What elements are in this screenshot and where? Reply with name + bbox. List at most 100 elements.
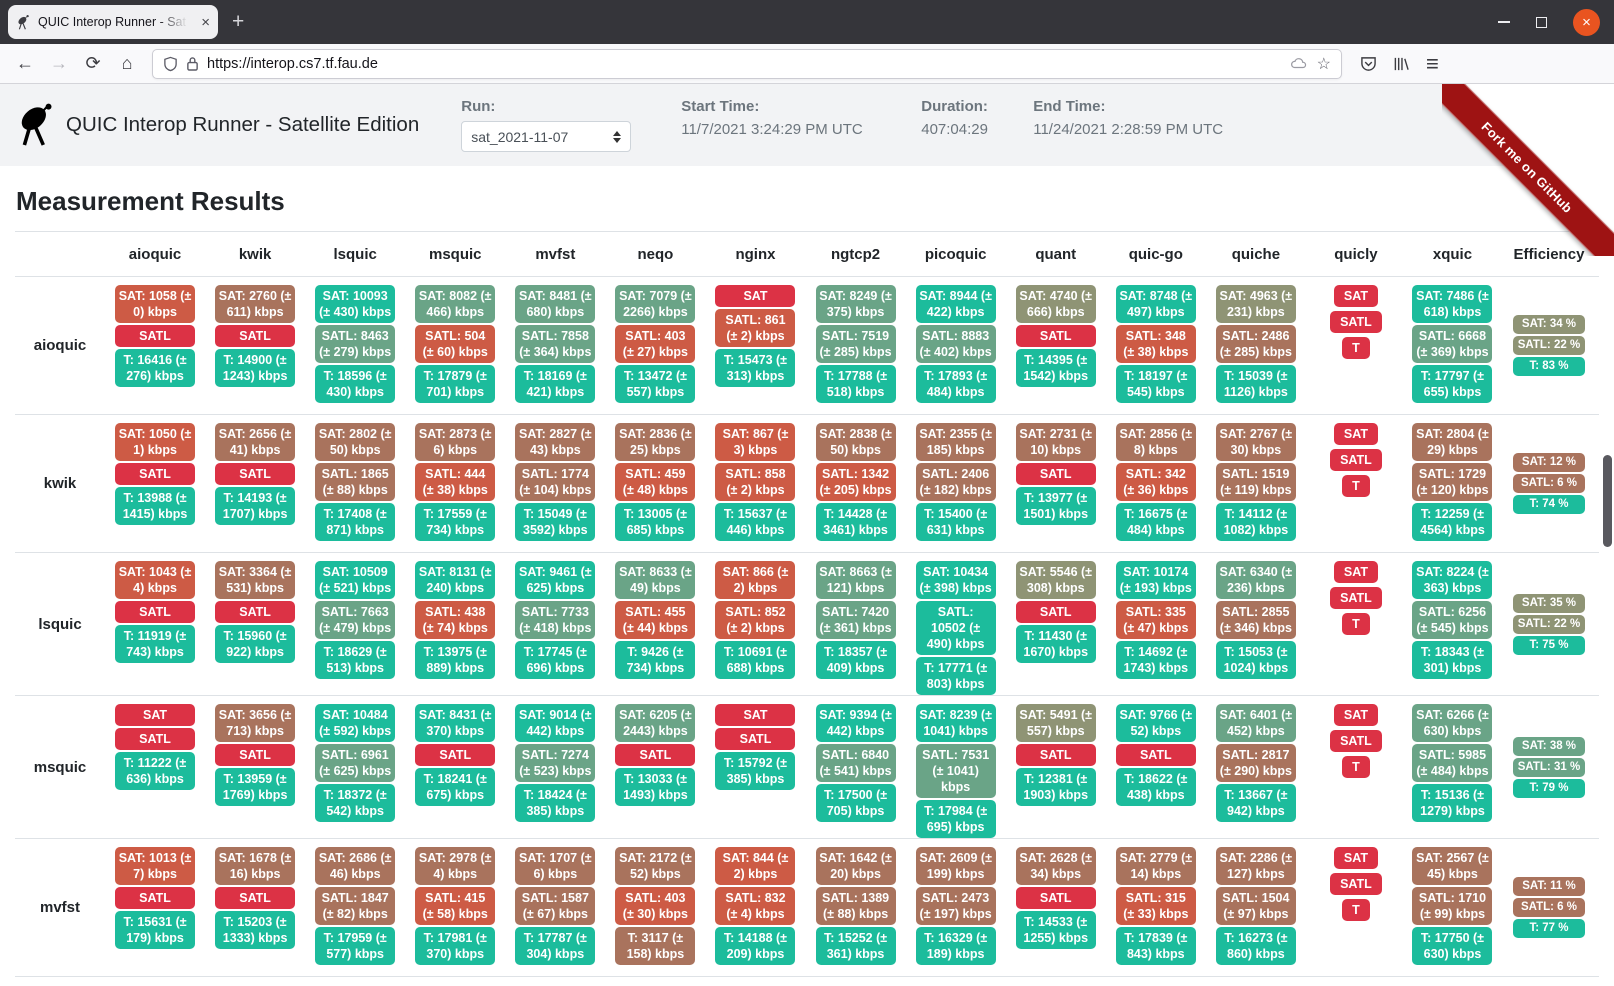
satl-badge[interactable]: SATL: 315 (± 33) kbps <box>1116 887 1196 925</box>
sat-badge[interactable]: SAT: 8224 (± 363) kbps <box>1412 561 1492 599</box>
satl-badge[interactable]: SATL: 342 (± 36) kbps <box>1116 463 1196 501</box>
sat-badge[interactable]: SAT: 9766 (± 52) kbps <box>1116 704 1196 742</box>
t-badge[interactable]: T: 15039 (± 1126) kbps <box>1216 365 1296 403</box>
t-badge[interactable]: T: 17771 (± 803) kbps <box>916 657 996 695</box>
t-badge[interactable]: T: 14900 (± 1243) kbps <box>215 349 295 387</box>
shield-icon[interactable] <box>163 56 178 72</box>
satl-badge[interactable]: SATL: 22 % <box>1513 336 1585 355</box>
sat-badge[interactable]: SAT: 9014 (± 442) kbps <box>515 704 595 742</box>
satl-badge[interactable]: SATL: 858 (± 2) kbps <box>715 463 795 501</box>
sat-badge[interactable]: SAT: 2609 (± 199) kbps <box>916 847 996 885</box>
satl-badge[interactable]: SATL: 7420 (± 361) kbps <box>816 601 896 639</box>
satl-badge[interactable]: SATL <box>215 887 295 909</box>
satl-badge[interactable]: SATL: 348 (± 38) kbps <box>1116 325 1196 363</box>
sat-badge[interactable]: SAT: 2838 (± 50) kbps <box>816 423 896 461</box>
satl-badge[interactable]: SATL: 5985 (± 484) kbps <box>1412 744 1492 782</box>
t-badge[interactable]: T: 15203 (± 1333) kbps <box>215 911 295 949</box>
satl-badge[interactable]: SATL: 2855 (± 346) kbps <box>1216 601 1296 639</box>
satl-badge[interactable]: SATL: 6840 (± 541) kbps <box>816 744 896 782</box>
satl-badge[interactable]: SATL: 403 (± 27) kbps <box>615 325 695 363</box>
satl-badge[interactable]: SATL: 1342 (± 205) kbps <box>816 463 896 501</box>
satl-badge[interactable]: SATL <box>415 744 495 766</box>
satl-badge[interactable]: SATL: 861 (± 2) kbps <box>715 309 795 347</box>
satl-badge[interactable]: SATL: 852 (± 2) kbps <box>715 601 795 639</box>
satl-badge[interactable]: SATL: 444 (± 38) kbps <box>415 463 495 501</box>
t-badge[interactable]: T: 17893 (± 484) kbps <box>916 365 996 403</box>
satl-badge[interactable]: SATL <box>115 887 195 909</box>
back-icon[interactable]: ← <box>10 50 40 78</box>
t-badge[interactable]: T: 18596 (± 430) kbps <box>315 365 395 403</box>
satl-badge[interactable]: SATL: 7733 (± 418) kbps <box>515 601 595 639</box>
t-badge[interactable]: T <box>1342 475 1370 497</box>
sat-badge[interactable]: SAT: 9461 (± 625) kbps <box>515 561 595 599</box>
satl-badge[interactable]: SATL: 1774 (± 104) kbps <box>515 463 595 501</box>
home-icon[interactable]: ⌂ <box>112 50 142 78</box>
t-badge[interactable]: T: 17839 (± 843) kbps <box>1116 927 1196 965</box>
sat-badge[interactable]: SAT: 2856 (± 8) kbps <box>1116 423 1196 461</box>
satl-badge[interactable]: SATL <box>115 728 195 750</box>
t-badge[interactable]: T <box>1342 613 1370 635</box>
sat-badge[interactable]: SAT: 2567 (± 45) kbps <box>1412 847 1492 885</box>
sat-badge[interactable]: SAT: 867 (± 3) kbps <box>715 423 795 461</box>
window-minimize-icon[interactable] <box>1498 21 1510 23</box>
satl-badge[interactable]: SATL <box>1016 744 1096 766</box>
new-tab-button[interactable]: + <box>232 10 244 34</box>
lock-icon[interactable] <box>186 56 199 71</box>
satl-badge[interactable]: SATL <box>1330 873 1382 895</box>
sat-badge[interactable]: SAT: 2628 (± 34) kbps <box>1016 847 1096 885</box>
t-badge[interactable]: T: 18197 (± 545) kbps <box>1116 365 1196 403</box>
sat-badge[interactable]: SAT: 7486 (± 618) kbps <box>1412 285 1492 323</box>
sat-badge[interactable]: SAT: 844 (± 2) kbps <box>715 847 795 885</box>
sat-badge[interactable]: SAT: 2827 (± 43) kbps <box>515 423 595 461</box>
sat-badge[interactable]: SAT: 8082 (± 466) kbps <box>415 285 495 323</box>
sat-badge[interactable]: SAT <box>715 285 795 307</box>
satl-badge[interactable]: SATL <box>115 601 195 623</box>
sat-badge[interactable]: SAT: 2286 (± 127) kbps <box>1216 847 1296 885</box>
t-badge[interactable]: T: 12259 (± 4564) kbps <box>1412 503 1492 541</box>
sat-badge[interactable]: SAT: 8239 (± 1041) kbps <box>916 704 996 742</box>
satl-badge[interactable]: SATL: 6256 (± 545) kbps <box>1412 601 1492 639</box>
sat-badge[interactable]: SAT: 4740 (± 666) kbps <box>1016 285 1096 323</box>
satl-badge[interactable]: SATL: 7531 (± 1041) kbps <box>916 744 996 798</box>
sat-badge[interactable]: SAT: 2172 (± 52) kbps <box>615 847 695 885</box>
window-maximize-icon[interactable] <box>1536 17 1547 28</box>
satl-badge[interactable]: SATL: 6668 (± 369) kbps <box>1412 325 1492 363</box>
sat-badge[interactable]: SAT: 2873 (± 6) kbps <box>415 423 495 461</box>
t-badge[interactable]: T: 14533 (± 1255) kbps <box>1016 911 1096 949</box>
sat-badge[interactable]: SAT: 6401 (± 452) kbps <box>1216 704 1296 742</box>
sat-badge[interactable]: SAT: 2804 (± 29) kbps <box>1412 423 1492 461</box>
sat-badge[interactable]: SAT: 6266 (± 630) kbps <box>1412 704 1492 742</box>
scrollbar-thumb[interactable] <box>1603 455 1612 547</box>
page-action-icon[interactable] <box>1291 58 1307 70</box>
t-badge[interactable]: T: 15792 (± 385) kbps <box>715 752 795 790</box>
t-badge[interactable]: T: 14188 (± 209) kbps <box>715 927 795 965</box>
sat-badge[interactable]: SAT <box>715 704 795 726</box>
t-badge[interactable]: T: 11430 (± 1670) kbps <box>1016 625 1096 663</box>
t-badge[interactable]: T: 18241 (± 675) kbps <box>415 768 495 806</box>
sat-badge[interactable]: SAT <box>115 704 195 726</box>
t-badge[interactable]: T: 17797 (± 655) kbps <box>1412 365 1492 403</box>
t-badge[interactable]: T: 18372 (± 542) kbps <box>315 784 395 822</box>
t-badge[interactable]: T <box>1342 756 1370 778</box>
sat-badge[interactable]: SAT: 12 % <box>1513 453 1585 472</box>
t-badge[interactable]: T: 17408 (± 871) kbps <box>315 503 395 541</box>
satl-badge[interactable]: SATL: 6 % <box>1513 474 1585 493</box>
sat-badge[interactable]: SAT: 8481 (± 680) kbps <box>515 285 595 323</box>
t-badge[interactable]: T: 15473 (± 313) kbps <box>715 349 795 387</box>
sat-badge[interactable]: SAT: 8249 (± 375) kbps <box>816 285 896 323</box>
url-bar[interactable]: https://interop.cs7.tf.fau.de ☆ <box>152 49 1342 79</box>
satl-badge[interactable]: SATL: 7663 (± 479) kbps <box>315 601 395 639</box>
sat-badge[interactable]: SAT: 2779 (± 14) kbps <box>1116 847 1196 885</box>
sat-badge[interactable]: SAT: 2686 (± 46) kbps <box>315 847 395 885</box>
sat-badge[interactable]: SAT: 11 % <box>1513 877 1585 896</box>
satl-badge[interactable]: SATL: 31 % <box>1513 758 1585 777</box>
t-badge[interactable]: T: 15049 (± 3592) kbps <box>515 503 595 541</box>
t-badge[interactable]: T: 13959 (± 1769) kbps <box>215 768 295 806</box>
satl-badge[interactable]: SATL: 7519 (± 285) kbps <box>816 325 896 363</box>
sat-badge[interactable]: SAT: 866 (± 2) kbps <box>715 561 795 599</box>
sat-badge[interactable]: SAT: 9394 (± 442) kbps <box>816 704 896 742</box>
satl-badge[interactable]: SATL <box>1330 311 1382 333</box>
satl-badge[interactable]: SATL: 1847 (± 82) kbps <box>315 887 395 925</box>
satl-badge[interactable]: SATL <box>215 601 295 623</box>
sat-badge[interactable]: SAT <box>1334 423 1378 445</box>
